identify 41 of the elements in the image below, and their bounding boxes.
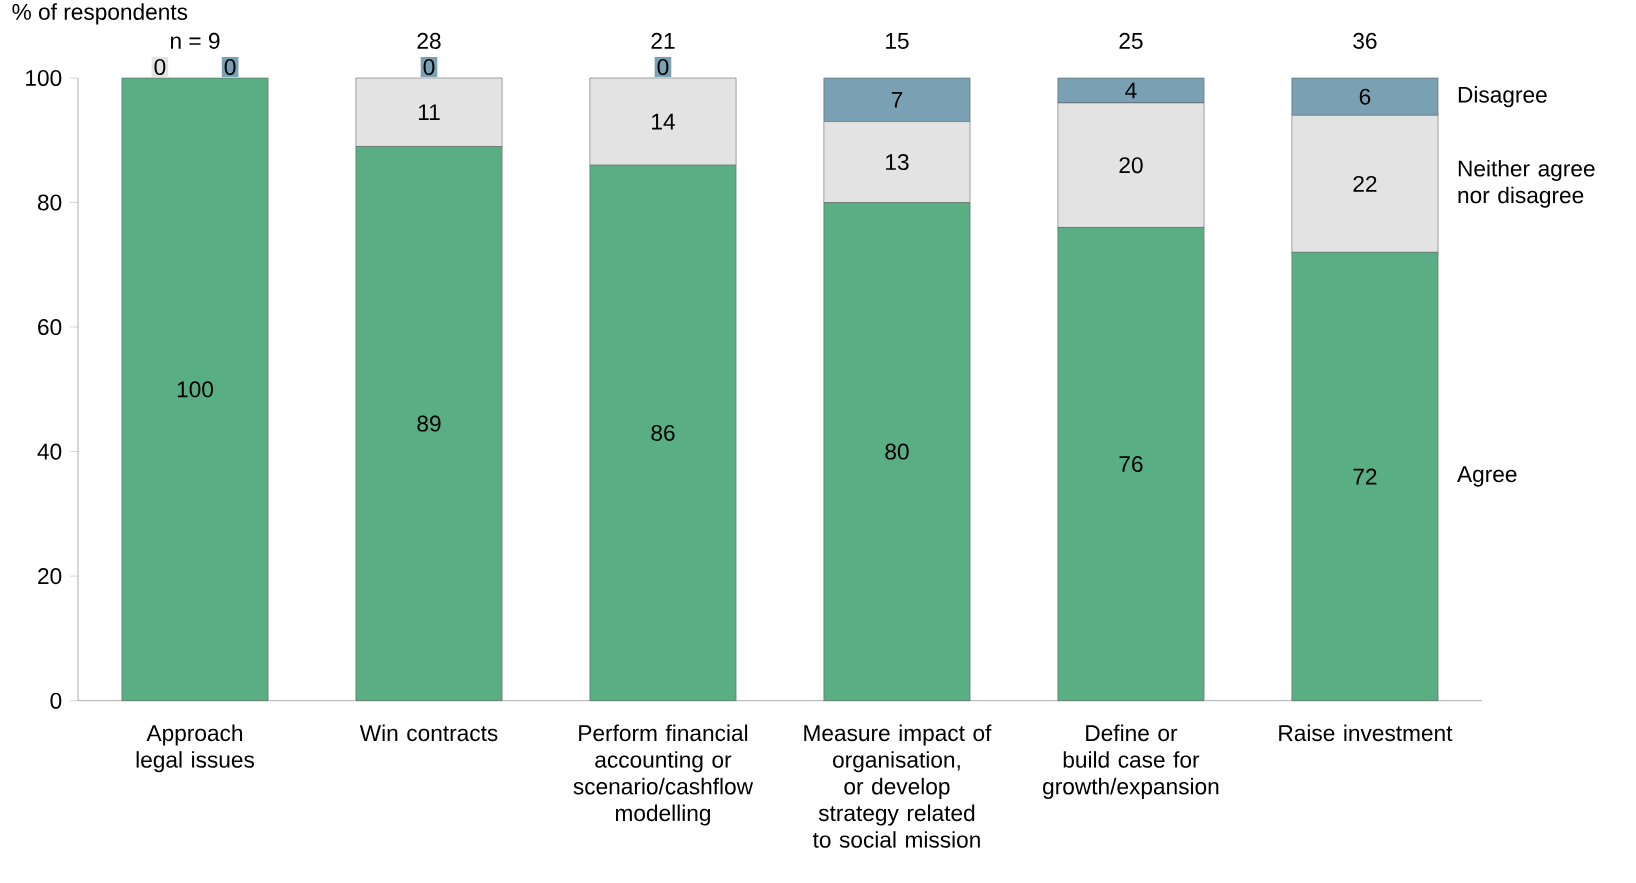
data-label: 22 [1353,176,1377,192]
x-tick-label: Approach legal issues [136,724,254,773]
y-tick-label: 40 [37,443,62,460]
y-axis-title: % of respondents [12,3,188,25]
data-label: 13 [886,154,909,171]
series-label: Neither agree nor disagree [1458,160,1595,208]
text: 36 [1353,33,1377,50]
data-label: 14 [652,113,675,130]
y-tick-label: 80 [37,194,62,211]
data-label: 0 [224,59,236,76]
text: 15 [886,33,909,50]
y-tick-label: 60 [38,319,62,336]
data-label: 4 [1125,82,1137,99]
bar [121,77,269,702]
x-tick-label: Win contracts [359,724,498,742]
data-label: 6 [1359,88,1371,105]
text: 21 [651,33,675,49]
text: n = 9 [170,33,220,50]
data-label: 72 [1353,468,1377,485]
data-label: 80 [885,443,909,460]
data-label: 0 [657,59,669,76]
data-label: 89 [417,415,441,432]
x-tick-label: Perform financial accounting or scenario/cashflow modelling [573,724,754,826]
text: 28 [417,33,441,50]
data-label: 7 [891,92,903,108]
data-label: 100 [177,381,214,398]
data-label: 20 [1119,157,1143,174]
x-tick-label: Define or build case for growth/expansion [1043,724,1219,800]
data-label: 76 [1119,456,1143,473]
x-tick-label: Raise investment [1279,724,1453,742]
x-tick-label: Measure impact of organisation, or develop strategy related to social mission [804,724,992,848]
y-tick-label: 100 [26,70,62,87]
data-label: 0 [423,59,435,76]
series-label: Disagree [1458,86,1547,108]
data-label: 0 [154,59,166,76]
y-tick-label: 20 [38,568,62,585]
data-label: 11 [418,104,440,121]
data-label: 86 [651,425,675,442]
y-tick-label: 0 [50,692,62,709]
series-label: Agree [1457,466,1517,487]
text: 25 [1119,33,1143,50]
